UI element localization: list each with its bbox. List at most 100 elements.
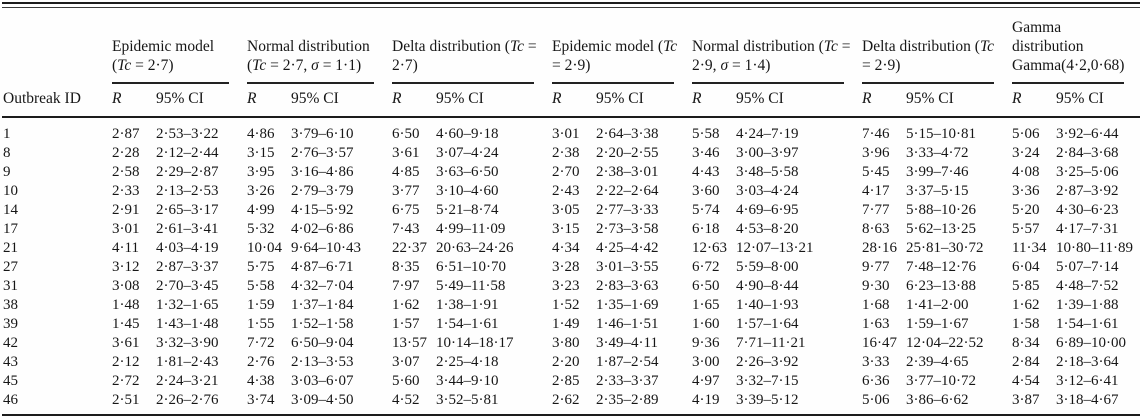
r-estimate: 3·77 (392, 183, 420, 199)
ci-range: 12·04–22·52 (906, 335, 984, 351)
r-estimate: 3·01 (112, 221, 140, 237)
ci-range: 2·20–2·55 (596, 145, 659, 161)
ci-range: 2·12–2·44 (156, 145, 219, 161)
r-estimate: 16·47 (862, 335, 898, 351)
r-estimate: 5·60 (392, 373, 420, 389)
col-header-ci-6: 95% CI (906, 84, 1013, 118)
ci-range: 5·21–8·74 (436, 202, 499, 218)
outbreak-id: 39 (3, 316, 18, 332)
ci-range: 20·63–24·26 (436, 240, 514, 256)
r-estimate: 11·34 (1012, 240, 1047, 256)
ci-range: 2·29–2·87 (156, 164, 219, 180)
r-estimate: 2·38 (552, 145, 580, 161)
ci-range: 2·22–2·64 (596, 183, 659, 199)
group-underline-cell-6 (862, 82, 1012, 84)
ci-range: 10·14–18·17 (436, 335, 514, 351)
outbreak-id: 1 (3, 126, 11, 142)
r-estimate: 3·87 (1012, 392, 1040, 408)
ci-range: 1·59–1·67 (906, 316, 969, 332)
ci-range: 2·13–2·53 (156, 183, 219, 199)
r-estimate: 2·12 (112, 354, 140, 370)
col-header-r-4: R (552, 84, 597, 118)
r-estimate: 3·95 (247, 164, 275, 180)
ci-range: 3·48–5·58 (736, 164, 799, 180)
r-estimate: 1·60 (692, 316, 720, 332)
ci-range: 5·59–8·00 (736, 259, 799, 275)
ci-range: 2·87–3·37 (156, 259, 219, 275)
group-underline-cell-2 (247, 82, 392, 84)
table-top-rule (2, 2, 1140, 8)
table-row: 10 2·33 2·13–2·53 3·26 2·79–3·79 3·77 3·10–4·6… (2, 182, 1140, 201)
r-estimate: 10·04 (247, 240, 282, 256)
table-row: 45 2·72 2·24–3·21 4·38 3·03–6·07 5·60 3·44–9·1… (2, 372, 1140, 391)
r-estimate: 7·97 (392, 278, 420, 294)
r-estimate: 4·38 (247, 373, 275, 389)
r-estimate: 3·08 (112, 278, 140, 294)
r-estimate: 5·75 (247, 259, 275, 275)
ci-range: 3·39–5·12 (736, 392, 799, 408)
table-row: 38 1·48 1·32–1·65 1·59 1·37–1·84 1·62 1·38–1·9… (2, 296, 1140, 315)
col-header-r-3: R (392, 84, 436, 118)
r-estimate: 3·61 (392, 145, 420, 161)
r-estimate: 2·51 (112, 392, 140, 408)
ci-range: 4·30–6·23 (1056, 202, 1119, 218)
r-estimate: 3·23 (552, 278, 580, 294)
r-estimate: 2·84 (1012, 354, 1040, 370)
group-underline (392, 82, 535, 84)
r-estimate: 8·34 (1012, 335, 1040, 351)
ci-range: 2·83–3·63 (596, 278, 659, 294)
ci-range: 3·33–4·72 (906, 145, 969, 161)
r-estimate: 4·54 (1012, 373, 1040, 389)
r-estimate: 5·06 (862, 392, 890, 408)
table-row: 8 2·28 2·12–2·44 3·15 2·76–3·57 3·61 3·07–4·24… (2, 144, 1140, 163)
r-estimate: 2·62 (552, 392, 580, 408)
ci-range: 3·10–4·60 (436, 183, 499, 199)
ci-range: 1·40–1·93 (736, 297, 799, 313)
r-estimate: 8·63 (862, 221, 890, 237)
r-estimate: 6·50 (692, 278, 720, 294)
r-estimate: 1·49 (552, 316, 580, 332)
ci-range: 2·35–2·89 (596, 392, 659, 408)
r-estimate: 2·58 (112, 164, 140, 180)
ci-range: 12·07–13·21 (736, 240, 814, 256)
r-estimate: 1·62 (1012, 297, 1040, 313)
r-estimate: 4·97 (692, 373, 720, 389)
ci-range: 3·03–6·07 (291, 373, 354, 389)
table-row: 21 4·11 4·03–4·19 10·04 9·64–10·43 22·37 20·63… (2, 239, 1140, 258)
r-estimate: 5·32 (247, 221, 275, 237)
r-estimate: 9·30 (862, 278, 890, 294)
col-header-ci-2: 95% CI (291, 84, 392, 118)
r-estimate: 7·46 (862, 126, 890, 142)
ci-range: 1·37–1·84 (291, 297, 354, 313)
outbreak-id: 10 (3, 183, 18, 199)
r-estimate: 3·05 (552, 202, 580, 218)
r-estimate: 3·28 (552, 259, 580, 275)
r-estimate: 13·57 (392, 335, 427, 351)
table-row: 1 2·87 2·53–3·22 4·86 3·79–6·10 6·50 4·60–9·18… (2, 117, 1140, 144)
outbreak-id: 21 (3, 240, 18, 256)
r-estimate: 4·17 (862, 183, 890, 199)
r-estimate: 3·00 (692, 354, 720, 370)
group-rule-row (2, 82, 1140, 84)
outbreak-id: 9 (3, 164, 11, 180)
r-estimate: 3·60 (692, 183, 720, 199)
group-header-row: Outbreak ID Epidemic model (Tc = 2·7) Norm… (2, 8, 1140, 118)
ci-range: 2·70–3·45 (156, 278, 219, 294)
r-estimate: 4·08 (1012, 164, 1040, 180)
ci-range: 4·17–7·31 (1056, 221, 1119, 237)
ci-range: 6·50–9·04 (291, 335, 354, 351)
r-estimate: 5·45 (862, 164, 890, 180)
ci-range: 3·49–4·11 (596, 335, 658, 351)
r-estimate: 1·62 (392, 297, 420, 313)
ci-range: 10·80–11·89 (1056, 240, 1133, 256)
ci-range: 3·79–6·10 (291, 126, 354, 142)
r-estimate: 2·91 (112, 202, 140, 218)
table-row: 27 3·12 2·87–3·37 5·75 4·87–6·71 8·35 6·51–10·… (2, 258, 1140, 277)
col-header-ci-5: 95% CI (736, 84, 863, 118)
r-estimate: 7·72 (247, 335, 275, 351)
ci-range: 2·53–3·22 (156, 126, 219, 142)
ci-range: 3·09–4·50 (291, 392, 354, 408)
r-estimate: 1·57 (392, 316, 420, 332)
col-header-ci-3: 95% CI (436, 84, 553, 118)
